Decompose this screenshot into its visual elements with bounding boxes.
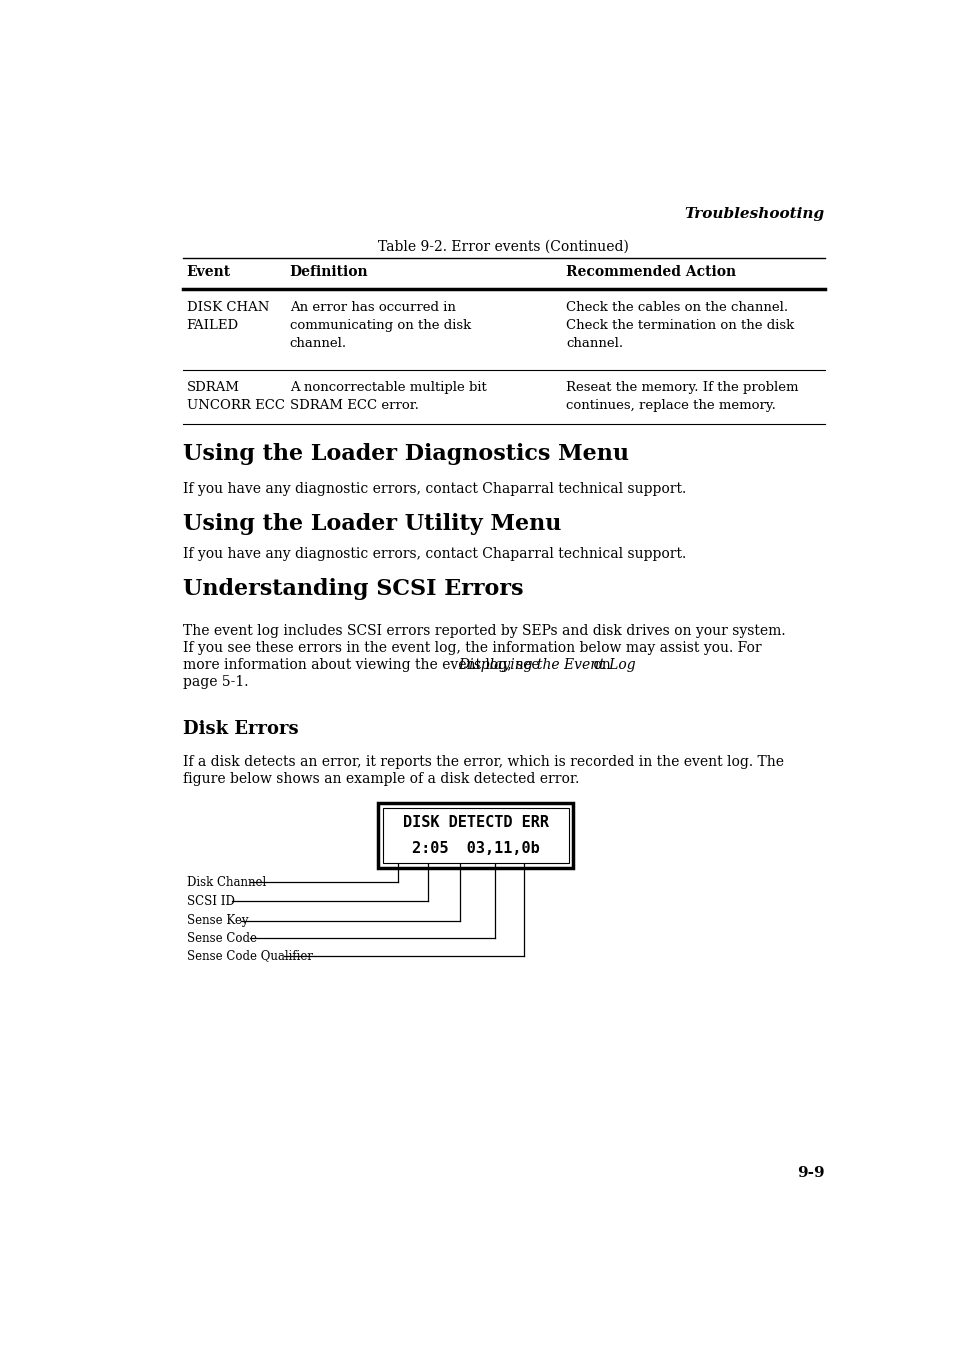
Text: If a disk detects an error, it reports the error, which is recorded in the event: If a disk detects an error, it reports t… xyxy=(183,756,783,769)
Text: The event log includes SCSI errors reported by SEPs and disk drives on your syst: The event log includes SCSI errors repor… xyxy=(183,625,784,638)
FancyBboxPatch shape xyxy=(382,807,568,863)
Text: If you have any diagnostic errors, contact Chaparral technical support.: If you have any diagnostic errors, conta… xyxy=(183,481,685,496)
Text: more information about viewing the event log, see: more information about viewing the event… xyxy=(183,658,543,672)
Text: Check the cables on the channel.
Check the termination on the disk
channel.: Check the cables on the channel. Check t… xyxy=(566,301,794,350)
Text: figure below shows an example of a disk detected error.: figure below shows an example of a disk … xyxy=(183,772,578,786)
Text: A noncorrectable multiple bit
SDRAM ECC error.: A noncorrectable multiple bit SDRAM ECC … xyxy=(290,381,486,412)
Text: on: on xyxy=(588,658,610,672)
Text: Event: Event xyxy=(187,265,231,280)
Text: If you see these errors in the event log, the information below may assist you. : If you see these errors in the event log… xyxy=(183,641,760,656)
Text: SCSI ID: SCSI ID xyxy=(187,895,234,909)
Text: If you have any diagnostic errors, contact Chaparral technical support.: If you have any diagnostic errors, conta… xyxy=(183,548,685,561)
Text: Disk Channel: Disk Channel xyxy=(187,876,266,888)
Text: 9-9: 9-9 xyxy=(796,1167,823,1180)
Text: Definition: Definition xyxy=(290,265,368,280)
FancyBboxPatch shape xyxy=(377,803,573,868)
Text: Displaying the Event Log: Displaying the Event Log xyxy=(458,658,636,672)
Text: Using the Loader Diagnostics Menu: Using the Loader Diagnostics Menu xyxy=(183,443,628,465)
Text: 2:05  03,11,0b: 2:05 03,11,0b xyxy=(412,841,539,856)
Text: page 5-1.: page 5-1. xyxy=(183,675,248,690)
Text: Sense Code: Sense Code xyxy=(187,932,256,945)
Text: SDRAM
UNCORR ECC: SDRAM UNCORR ECC xyxy=(187,381,284,412)
Text: Understanding SCSI Errors: Understanding SCSI Errors xyxy=(183,579,523,600)
Text: Recommended Action: Recommended Action xyxy=(566,265,736,280)
Text: Disk Errors: Disk Errors xyxy=(183,721,298,738)
Text: Sense Key: Sense Key xyxy=(187,914,248,927)
Text: Reseat the memory. If the problem
continues, replace the memory.: Reseat the memory. If the problem contin… xyxy=(566,381,798,412)
Text: Table 9-2. Error events (Continued): Table 9-2. Error events (Continued) xyxy=(377,239,628,253)
Text: DISK CHAN
FAILED: DISK CHAN FAILED xyxy=(187,301,269,331)
Text: Troubleshooting: Troubleshooting xyxy=(683,207,823,220)
Text: An error has occurred in
communicating on the disk
channel.: An error has occurred in communicating o… xyxy=(290,301,471,350)
Text: Using the Loader Utility Menu: Using the Loader Utility Menu xyxy=(183,512,560,534)
Text: Sense Code Qualifier: Sense Code Qualifier xyxy=(187,949,313,963)
Text: DISK DETECTD ERR: DISK DETECTD ERR xyxy=(402,815,548,830)
